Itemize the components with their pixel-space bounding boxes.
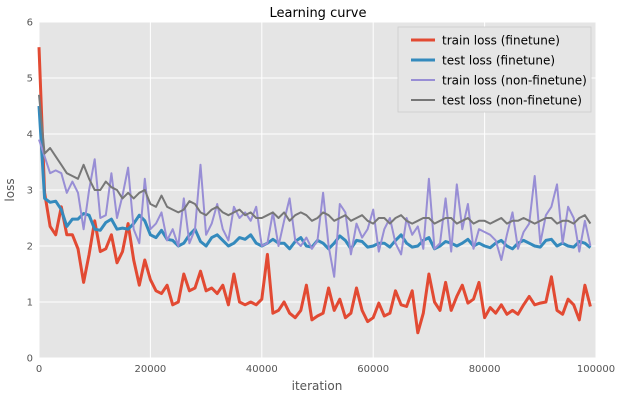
legend: train loss (finetune) test loss (finetune…: [397, 26, 592, 113]
legend-entry-label: train loss (finetune): [442, 34, 560, 48]
y-axis-ticks: 0 1 2 3 4 5 6: [27, 18, 33, 365]
y-tick-label: 4: [27, 130, 33, 141]
series-line-1: [37, 47, 592, 335]
series-line-3: [38, 139, 592, 278]
x-tick-label: 20000: [134, 364, 166, 375]
x-tick-label: 80000: [469, 364, 501, 375]
x-tick-label: 100000: [577, 364, 615, 375]
x-axis-ticks: 0 20000 40000 60000 80000 100000: [36, 364, 615, 375]
y-tick-label: 0: [27, 354, 33, 365]
series-lines: [37, 47, 592, 335]
y-tick-label: 3: [27, 186, 33, 197]
chart-title: Learning curve: [270, 6, 367, 21]
y-tick-label: 5: [27, 74, 33, 85]
y-tick-label: 2: [27, 242, 33, 253]
series-line-4: [38, 94, 592, 225]
legend-entry-label: train loss (non-finetune): [442, 74, 587, 88]
legend-entry-label: test loss (finetune): [442, 54, 555, 68]
x-tick-label: 40000: [246, 364, 278, 375]
x-tick-label: 60000: [357, 364, 389, 375]
y-tick-label: 6: [27, 18, 33, 29]
x-axis-label: iteration: [292, 379, 343, 393]
legend-entry-label: test loss (non-finetune): [442, 94, 582, 108]
x-tick-label: 0: [36, 364, 42, 375]
y-axis-label: loss: [3, 178, 17, 201]
y-tick-label: 1: [27, 298, 33, 309]
